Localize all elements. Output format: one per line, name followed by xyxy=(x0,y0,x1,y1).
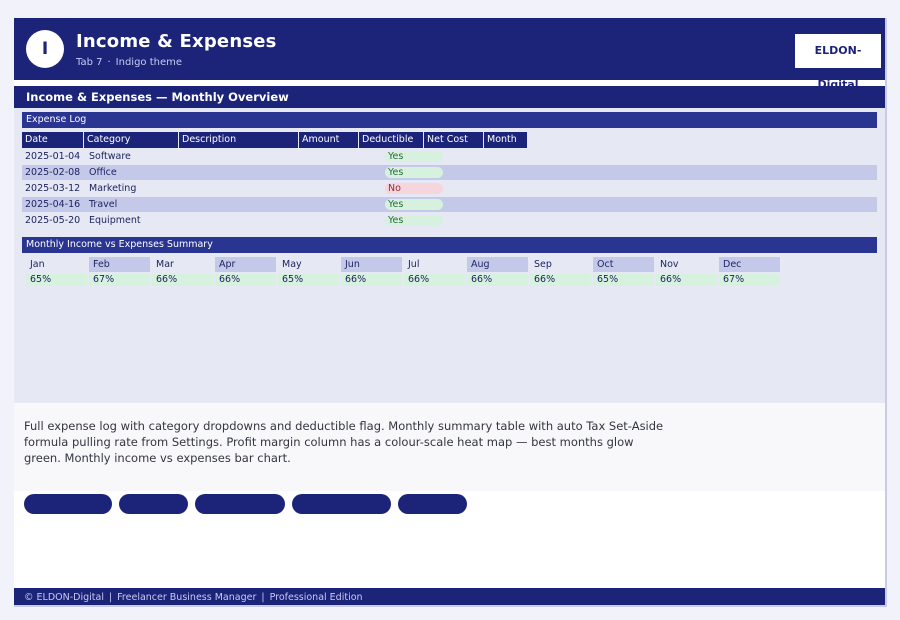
table-row[interactable]: 2025-05-20 Equipment Yes xyxy=(22,213,877,228)
date-cell[interactable]: 2025-04-16 xyxy=(25,199,81,210)
app-title: Income & Expenses xyxy=(76,31,277,52)
deductible-badge[interactable]: Yes xyxy=(385,151,443,162)
margin-cell-apr[interactable]: 66% xyxy=(215,274,276,286)
month-header-jan[interactable]: Jan xyxy=(30,259,45,270)
expense-log-title: Expense Log xyxy=(22,112,877,128)
margin-cell-aug[interactable]: 66% xyxy=(467,274,528,286)
footer-copyright: © ELDON-Digital xyxy=(24,592,104,603)
margin-cell-jun[interactable]: 66% xyxy=(341,274,402,286)
nav-button-5[interactable] xyxy=(398,494,467,514)
description-text: Full expense log with category dropdowns… xyxy=(24,419,664,465)
date-cell[interactable]: 2025-03-12 xyxy=(25,183,81,194)
app-subtitle: Tab 7 · Indigo theme xyxy=(76,57,182,68)
month-header-dec[interactable]: Dec xyxy=(719,257,780,272)
date-cell[interactable]: 2025-05-20 xyxy=(25,215,81,226)
section-title: Income & Expenses — Monthly Overview xyxy=(14,86,885,108)
date-cell[interactable]: 2025-02-08 xyxy=(25,167,81,178)
tab-label: Tab 7 xyxy=(76,57,103,68)
nav-button-2[interactable] xyxy=(119,494,188,514)
margin-cell-sep[interactable]: 66% xyxy=(530,274,591,286)
column-header-category[interactable]: Category xyxy=(84,132,179,148)
app-logo: I xyxy=(26,30,64,68)
margin-cell-feb[interactable]: 67% xyxy=(89,274,150,286)
column-header-net-cost[interactable]: Net Cost xyxy=(424,132,484,148)
category-cell[interactable]: Software xyxy=(89,151,131,162)
app-frame: I Income & Expenses Tab 7 · Indigo theme E… xyxy=(14,18,887,607)
footer-separator: | xyxy=(108,592,113,603)
month-header-jun[interactable]: Jun xyxy=(341,257,402,272)
footer: © ELDON-Digital | Freelancer Business Mana… xyxy=(14,588,885,605)
margin-cell-mar[interactable]: 66% xyxy=(152,274,213,286)
deductible-badge[interactable]: Yes xyxy=(385,199,443,210)
theme-label: Indigo theme xyxy=(115,57,183,68)
description-panel: Full expense log with category dropdowns… xyxy=(14,403,885,491)
deductible-badge[interactable]: No xyxy=(385,183,443,194)
month-header-aug[interactable]: Aug xyxy=(467,257,528,272)
month-header-oct[interactable]: Oct xyxy=(593,257,654,272)
column-header-month[interactable]: Month xyxy=(484,132,528,148)
category-cell[interactable]: Marketing xyxy=(89,183,137,194)
footer-separator: | xyxy=(261,592,265,603)
margin-cell-dec[interactable]: 67% xyxy=(719,274,780,286)
summary-title: Monthly Income vs Expenses Summary xyxy=(22,237,877,253)
footer-edition: Professional Edition xyxy=(269,592,363,603)
deductible-badge[interactable]: Yes xyxy=(385,215,443,226)
margin-cell-may[interactable]: 65% xyxy=(278,274,339,286)
month-header-apr[interactable]: Apr xyxy=(215,257,276,272)
margin-cell-jan[interactable]: 65% xyxy=(26,274,87,286)
category-cell[interactable]: Travel xyxy=(89,199,118,210)
nav-button-3[interactable] xyxy=(195,494,285,514)
spreadsheet-area: Expense Log Date Category Description Am… xyxy=(14,108,885,403)
column-header-description[interactable]: Description xyxy=(179,132,299,148)
margin-cell-jul[interactable]: 66% xyxy=(404,274,465,286)
table-row[interactable]: 2025-03-12 Marketing No xyxy=(22,181,877,196)
month-header-sep[interactable]: Sep xyxy=(534,259,552,270)
nav-button-1[interactable] xyxy=(24,494,112,514)
month-header-may[interactable]: May xyxy=(282,259,302,270)
margin-cell-oct[interactable]: 65% xyxy=(593,274,654,286)
date-cell[interactable]: 2025-01-04 xyxy=(25,151,81,162)
month-header-mar[interactable]: Mar xyxy=(156,259,174,270)
month-header-feb[interactable]: Feb xyxy=(89,257,150,272)
table-row[interactable]: 2025-04-16 Travel Yes xyxy=(22,197,877,212)
category-cell[interactable]: Office xyxy=(89,167,117,178)
category-cell[interactable]: Equipment xyxy=(89,215,141,226)
table-row[interactable]: 2025-02-08 Office Yes xyxy=(22,165,877,180)
column-header-deductible[interactable]: Deductible xyxy=(359,132,424,148)
margin-cell-nov[interactable]: 66% xyxy=(656,274,717,286)
deductible-badge[interactable]: Yes xyxy=(385,167,443,178)
app-header: I Income & Expenses Tab 7 · Indigo theme E… xyxy=(14,18,885,91)
column-header-amount[interactable]: Amount xyxy=(299,132,359,148)
nav-button-4[interactable] xyxy=(292,494,391,514)
month-header-nov[interactable]: Nov xyxy=(660,259,679,270)
subtitle-separator: · xyxy=(107,57,111,68)
month-header-jul[interactable]: Jul xyxy=(408,259,420,270)
column-header-date[interactable]: Date xyxy=(22,132,84,148)
footer-product: Freelancer Business Manager xyxy=(117,592,257,603)
table-row[interactable]: 2025-01-04 Software Yes xyxy=(22,149,877,164)
brand-logo: ELDON-Digital xyxy=(795,34,881,91)
